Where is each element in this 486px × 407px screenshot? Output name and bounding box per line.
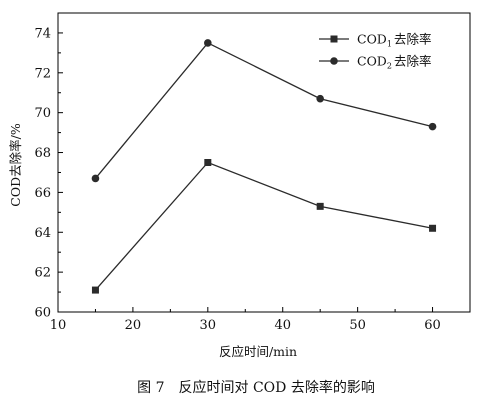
y-axis-title: COD去除率/%: [8, 123, 23, 207]
x-tick-label: 30: [200, 318, 217, 333]
legend-marker: [330, 57, 338, 65]
y-tick-label: 66: [34, 186, 51, 201]
series-1-point: [204, 159, 212, 166]
series-2-line: [94, 42, 433, 179]
series-1-line: [94, 161, 433, 291]
y-tick-label: 74: [34, 26, 51, 41]
x-tick-label: 20: [125, 318, 142, 333]
y-tick-label: 64: [34, 226, 51, 241]
x-tick-label: 40: [274, 318, 291, 333]
legend-entry-2: COD2 去除率: [319, 54, 431, 71]
legend: COD1 去除率 COD2 去除率: [319, 32, 431, 71]
x-tick-label: 50: [349, 318, 366, 333]
series-2: [91, 39, 437, 183]
series-1-point: [91, 286, 99, 294]
y-tick-label: 70: [34, 106, 51, 121]
series-layer: [91, 39, 437, 294]
plot-frame: [57, 12, 471, 313]
series-1-point: [316, 202, 324, 210]
y-tick-label: 60: [34, 306, 51, 321]
series-2-point: [91, 174, 100, 183]
legend-label: COD2 去除率: [357, 54, 431, 71]
series-2-point: [204, 39, 212, 47]
legend-label: COD1 去除率: [357, 32, 431, 49]
x-tick-label: 10: [50, 318, 67, 333]
legend-entry-1: COD1 去除率: [319, 32, 431, 49]
x-axis-title: 反应时间/min: [219, 344, 297, 359]
series-2-point: [316, 94, 324, 103]
y-tick-label: 62: [34, 266, 51, 281]
series-1-point: [429, 224, 437, 232]
y-tick-label: 72: [34, 66, 51, 81]
figure-caption: 图 7 反应时间对 COD 去除率的影响: [137, 379, 375, 396]
x-tick-label: 60: [424, 318, 441, 333]
series-1: [91, 159, 437, 294]
legend-marker: [330, 35, 338, 43]
series-2-point: [428, 122, 437, 131]
y-tick-label: 68: [34, 146, 51, 161]
ticks-layer: 10 20 30 40 50 60 60 62 64 66 68 70 72 74: [34, 26, 440, 333]
